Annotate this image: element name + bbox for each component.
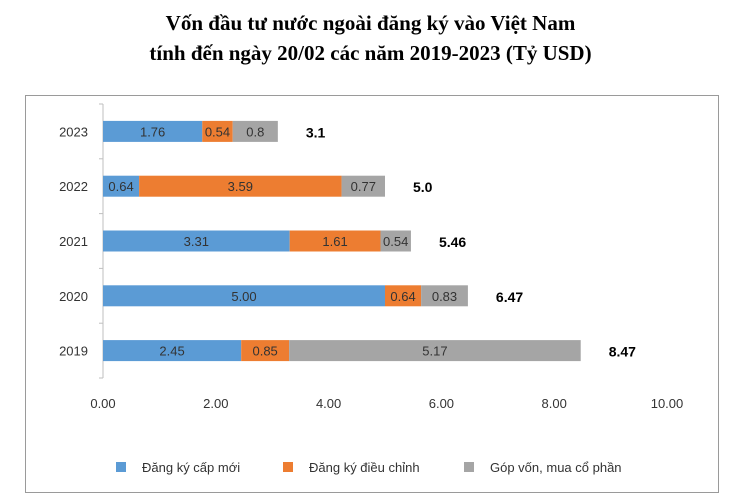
chart-title-line1: Vốn đầu tư nước ngoài đăng ký vào Việt N… bbox=[165, 11, 576, 35]
legend-label: Đăng ký điều chỉnh bbox=[309, 460, 420, 475]
bar-total-label: 3.1 bbox=[306, 124, 326, 140]
y-category-label: 2023 bbox=[59, 124, 88, 139]
bar-segment bbox=[139, 175, 342, 197]
legend-label: Đăng ký cấp mới bbox=[142, 460, 240, 475]
bar-segment bbox=[103, 175, 140, 197]
legend-swatch bbox=[116, 462, 126, 472]
x-tick-label: 2.00 bbox=[203, 396, 228, 411]
legend-swatch bbox=[283, 462, 293, 472]
bar-value-label: 0.77 bbox=[351, 179, 376, 194]
bar-segment bbox=[421, 285, 468, 307]
y-category-label: 2022 bbox=[59, 179, 88, 194]
bar-value-label: 1.76 bbox=[140, 124, 165, 139]
bar-segment bbox=[103, 230, 290, 252]
bar-value-label: 3.31 bbox=[184, 234, 209, 249]
x-tick-label: 4.00 bbox=[316, 396, 341, 411]
bar-segment bbox=[289, 230, 381, 252]
bar-value-label: 0.54 bbox=[383, 234, 408, 249]
chart-title: Vốn đầu tư nước ngoài đăng ký vào Việt N… bbox=[0, 8, 741, 68]
bar-value-label: 0.8 bbox=[246, 124, 264, 139]
bar-value-label: 2.45 bbox=[159, 344, 184, 359]
bar-value-label: 3.59 bbox=[228, 179, 253, 194]
bar-total-label: 8.47 bbox=[609, 344, 636, 360]
chart-title-line2: tính đến ngày 20/02 các năm 2019-2023 (T… bbox=[149, 41, 592, 65]
bar-segment bbox=[341, 175, 385, 197]
legend-label: Góp vốn, mua cổ phần bbox=[490, 460, 622, 475]
bar-value-label: 0.64 bbox=[390, 289, 415, 304]
bar-total-label: 5.46 bbox=[439, 234, 466, 250]
bar-total-label: 5.0 bbox=[413, 179, 433, 195]
bar-segment bbox=[385, 285, 422, 307]
bar-segment bbox=[103, 120, 203, 142]
bar-segment bbox=[232, 120, 278, 142]
bar-value-label: 5.17 bbox=[422, 344, 447, 359]
legend-swatch bbox=[464, 462, 474, 472]
x-tick-label: 0.00 bbox=[90, 396, 115, 411]
bar-value-label: 0.85 bbox=[252, 344, 277, 359]
y-category-label: 2020 bbox=[59, 289, 88, 304]
x-tick-label: 6.00 bbox=[429, 396, 454, 411]
bar-value-label: 5.00 bbox=[231, 289, 256, 304]
bar-segment bbox=[202, 120, 233, 142]
bar-value-label: 0.54 bbox=[205, 124, 230, 139]
bar-value-label: 1.61 bbox=[322, 234, 347, 249]
bar-segment bbox=[380, 230, 411, 252]
bar-segment bbox=[103, 340, 242, 362]
bar-value-label: 0.83 bbox=[432, 289, 457, 304]
bar-segment bbox=[241, 340, 290, 362]
bar-segment bbox=[103, 285, 385, 307]
x-tick-label: 8.00 bbox=[542, 396, 567, 411]
x-tick-label: 10.00 bbox=[651, 396, 684, 411]
y-category-label: 2019 bbox=[59, 344, 88, 359]
y-category-label: 2021 bbox=[59, 234, 88, 249]
bar-total-label: 6.47 bbox=[496, 289, 523, 305]
chart-frame bbox=[25, 95, 719, 493]
bar-value-label: 0.64 bbox=[108, 179, 133, 194]
bar-segment bbox=[289, 340, 581, 362]
